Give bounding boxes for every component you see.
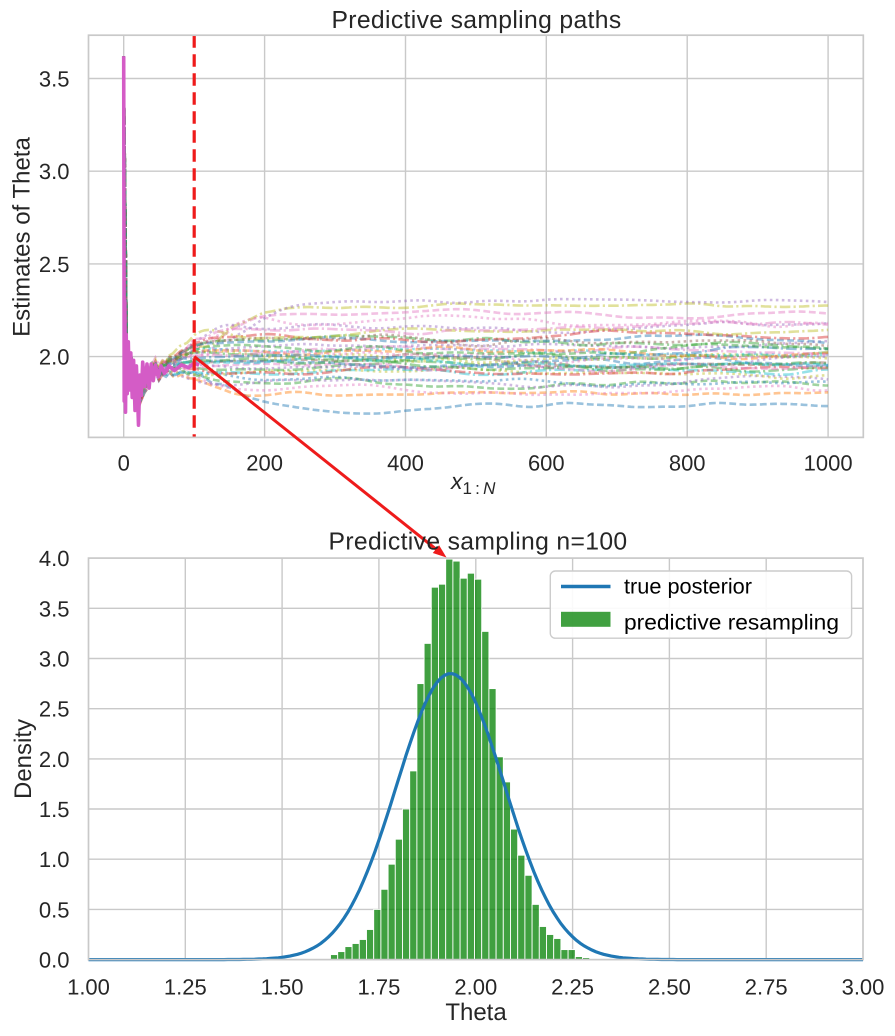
svg-text:1.0: 1.0 [39, 847, 70, 872]
svg-text:2.50: 2.50 [648, 975, 691, 1000]
svg-text:4.0: 4.0 [39, 546, 70, 571]
svg-text:3.0: 3.0 [39, 159, 70, 184]
svg-text:1.5: 1.5 [39, 797, 70, 822]
svg-text:3.0: 3.0 [39, 647, 70, 672]
svg-text:Predictive sampling paths: Predictive sampling paths [331, 7, 621, 34]
svg-text:1.50: 1.50 [261, 975, 304, 1000]
svg-text:2.5: 2.5 [39, 252, 70, 277]
svg-text:3.5: 3.5 [39, 596, 70, 621]
svg-text:400: 400 [387, 451, 424, 476]
svg-text:2.5: 2.5 [39, 697, 70, 722]
svg-text:2.0: 2.0 [39, 345, 70, 370]
svg-text:0.5: 0.5 [39, 897, 70, 922]
svg-text:Predictive sampling n=100: Predictive sampling n=100 [329, 529, 628, 556]
svg-text:800: 800 [669, 451, 706, 476]
svg-text:1.75: 1.75 [357, 975, 400, 1000]
svg-text:0.0: 0.0 [39, 948, 70, 973]
svg-text:2.75: 2.75 [745, 975, 788, 1000]
svg-text:Density: Density [10, 719, 37, 799]
svg-text:1.00: 1.00 [67, 975, 110, 1000]
svg-text:1.25: 1.25 [164, 975, 207, 1000]
svg-text:200: 200 [246, 451, 283, 476]
svg-text:Theta: Theta [445, 999, 507, 1026]
svg-text:2.25: 2.25 [551, 975, 594, 1000]
svg-text:Estimates of Theta: Estimates of Theta [9, 137, 36, 337]
svg-text:600: 600 [528, 451, 565, 476]
svg-text:true posterior: true posterior [624, 575, 752, 599]
svg-text:2.00: 2.00 [454, 975, 497, 1000]
svg-text:0: 0 [118, 451, 130, 476]
svg-text:3.5: 3.5 [39, 67, 70, 92]
svg-text:3.00: 3.00 [842, 975, 885, 1000]
svg-text:2.0: 2.0 [39, 747, 70, 772]
svg-text:1000: 1000 [804, 451, 853, 476]
svg-text:predictive resampling: predictive resampling [624, 611, 839, 635]
